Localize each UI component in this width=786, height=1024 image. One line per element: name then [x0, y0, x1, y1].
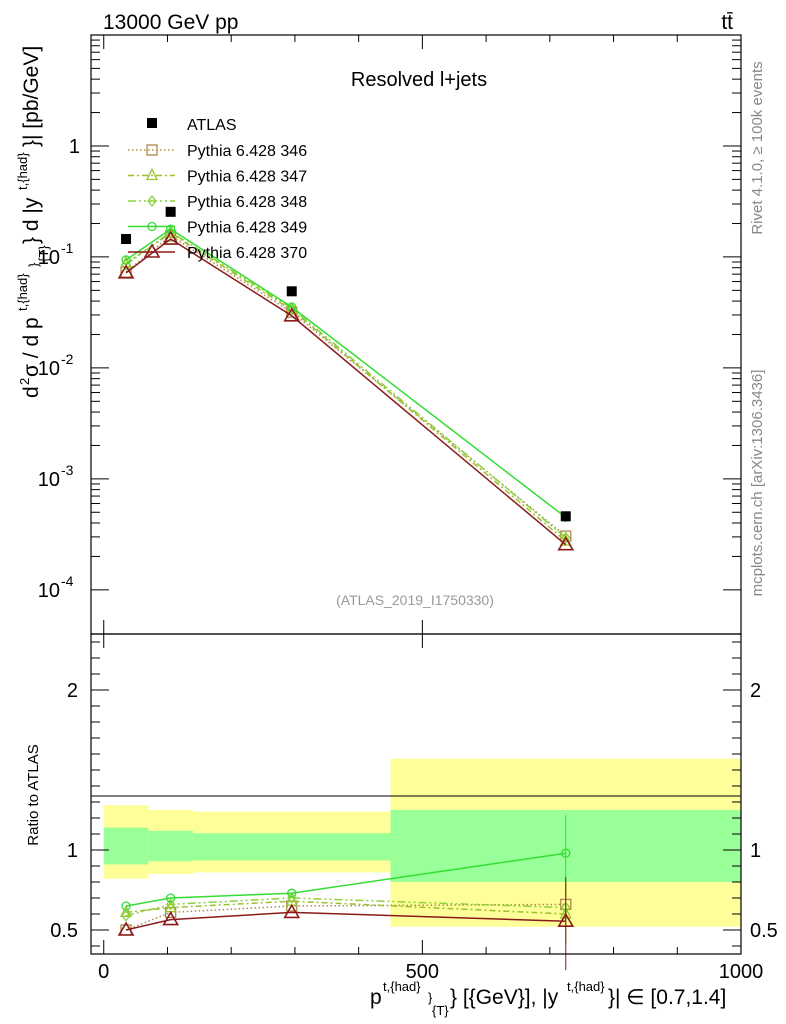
mcplots-credit-label: mcplots.cern.ch [arXiv:1306.3436]: [749, 370, 766, 597]
series-point-ratio-1-0: [119, 904, 133, 918]
series-point-main-3-2: [287, 302, 297, 312]
legend-marker-data: [147, 118, 157, 128]
y-axis-title-main: d 2 σ / d p t,{had} } {T} } d |y t,{had}…: [15, 46, 51, 398]
legend-marker-0: [146, 144, 158, 156]
series-line-ratio-0: [125, 903, 566, 931]
series-line-ratio-3: [125, 852, 566, 907]
svg-text:} d |y: } d |y: [20, 197, 43, 244]
series-point-main-4-2: [283, 307, 301, 322]
legend-label-0: Pythia 6.428 346: [187, 143, 307, 160]
data-point-2: [286, 286, 297, 297]
legend-label-2: Pythia 6.428 348: [187, 194, 307, 211]
legend-label-1: Pythia 6.428 347: [187, 169, 307, 186]
legend-marker-2: [147, 194, 157, 208]
svg-text:{T}: {T}: [36, 245, 51, 262]
series-line-main-2: [125, 231, 567, 539]
ratio-tick-label-right-0: 0.5: [750, 920, 778, 942]
legend-marker-3: [147, 221, 157, 232]
ratio-tick-label-2: 2: [67, 680, 78, 702]
y-tick-label-main-4: 10: [38, 469, 60, 491]
svg-text:{T}: {T}: [432, 1003, 449, 1018]
series-line-main-0: [125, 234, 567, 537]
svg-text:} [{GeV}], |y: } [{GeV}], |y: [450, 986, 559, 1009]
svg-text:}| [pb/GeV]: }| [pb/GeV]: [20, 46, 43, 147]
ratio-tick-label-right-1: 1: [750, 840, 761, 862]
y-axis-title-ratio: Ratio to ATLAS: [25, 744, 42, 845]
series-line-ratio-1: [125, 900, 566, 915]
svg-text:}| ∈ [0.7,1.4]: }| ∈ [0.7,1.4]: [608, 986, 726, 1009]
ratio-uncertainty-bands: [103, 758, 741, 927]
final-state-label: tt̄: [721, 11, 733, 34]
ratio-panel-frame: [90, 633, 742, 955]
band-inner-0: [103, 827, 149, 865]
svg-text:t,{had}: t,{had}: [15, 273, 30, 311]
data-point-1: [165, 206, 176, 217]
svg-text:t,{had}: t,{had}: [383, 979, 421, 994]
ratio-tick-label-0: 0.5: [50, 920, 78, 942]
series-point-ratio-4-1: [162, 911, 180, 926]
legend-marker-4: [143, 243, 161, 258]
series-point-ratio-2-0: [121, 909, 131, 922]
y-tick-exp-main-5: -4: [61, 573, 74, 589]
x-tick-label-0: 0: [98, 961, 109, 983]
y-tick-exp-main-2: -1: [61, 240, 74, 256]
data-point-3: [560, 511, 571, 522]
legend: ATLAS Pythia 6.428 346 Pythia 6.428 347 Pyt…: [128, 117, 307, 262]
svg-text:p: p: [370, 986, 382, 1009]
x-tick-label-2: 1000: [719, 961, 764, 983]
svg-text:2: 2: [17, 378, 32, 385]
y-tick-label-main-1: 1: [69, 136, 80, 158]
series-point-ratio-4-0: [117, 921, 135, 936]
series-line-ratio-4: [125, 911, 566, 931]
series-point-ratio-3-1: [166, 893, 176, 903]
main-panel-series: [117, 206, 575, 551]
svg-text:d: d: [20, 386, 43, 398]
rivet-version-label: Rivet 4.1.0, ≥ 100k events: [749, 61, 766, 234]
y-tick-exp-main-4: -3: [61, 462, 74, 478]
data-point-0: [121, 234, 132, 245]
band-inner-1: [148, 830, 193, 862]
series-point-main-4-1: [162, 230, 180, 245]
y-tick-label-main-5: 10: [38, 580, 60, 602]
legend-label-data: ATLAS: [187, 117, 237, 134]
series-point-main-3-0: [121, 255, 131, 265]
series-point-main-4-0: [117, 264, 135, 279]
series-point-ratio-4-2: [283, 903, 301, 919]
series-point-ratio-3-0: [121, 901, 131, 911]
series-point-ratio-2-1: [165, 898, 176, 911]
series-point-main-2-2: [286, 302, 297, 315]
series-point-main-4-3: [557, 536, 575, 551]
series-point-ratio-3-2: [287, 888, 297, 898]
chart-title: Resolved l+jets: [351, 69, 487, 91]
band-inner-2: [192, 833, 391, 861]
svg-text:t,{had}: t,{had}: [567, 979, 605, 994]
series-point-main-2-3: [560, 531, 571, 544]
ratio-tick-label-right-2: 2: [750, 680, 761, 702]
process-label: 13000 GeV pp: [103, 11, 238, 34]
svg-text:}: }: [428, 990, 433, 1005]
y-tick-exp-main-3: -2: [61, 351, 74, 367]
y-tick-label-main-3: 10: [38, 358, 60, 380]
analysis-watermark: (ATLAS_2019_I1750330): [336, 592, 494, 608]
svg-text:σ / d p: σ / d p: [20, 317, 43, 377]
ratio-panel-series: [117, 815, 575, 971]
legend-label-4: Pythia 6.428 370: [187, 245, 307, 262]
svg-text:t,{had}: t,{had}: [15, 152, 30, 190]
legend-label-3: Pythia 6.428 349: [187, 220, 307, 237]
x-axis-title: p t,{had} } {T} } [{GeV}], |y t,{had} }|…: [370, 979, 726, 1018]
series-line-main-3: [125, 228, 567, 518]
legend-marker-1: [145, 168, 159, 181]
series-line-main-1: [125, 232, 567, 542]
series-line-ratio-2: [125, 897, 566, 917]
ratio-tick-label-1: 1: [67, 840, 78, 862]
svg-text:}: }: [26, 262, 41, 267]
x-tick-label-1: 500: [406, 961, 439, 983]
series-point-ratio-0-2: [286, 900, 298, 912]
series-line-main-4: [125, 238, 567, 546]
y-tick-label-main-2: 10: [38, 247, 60, 269]
